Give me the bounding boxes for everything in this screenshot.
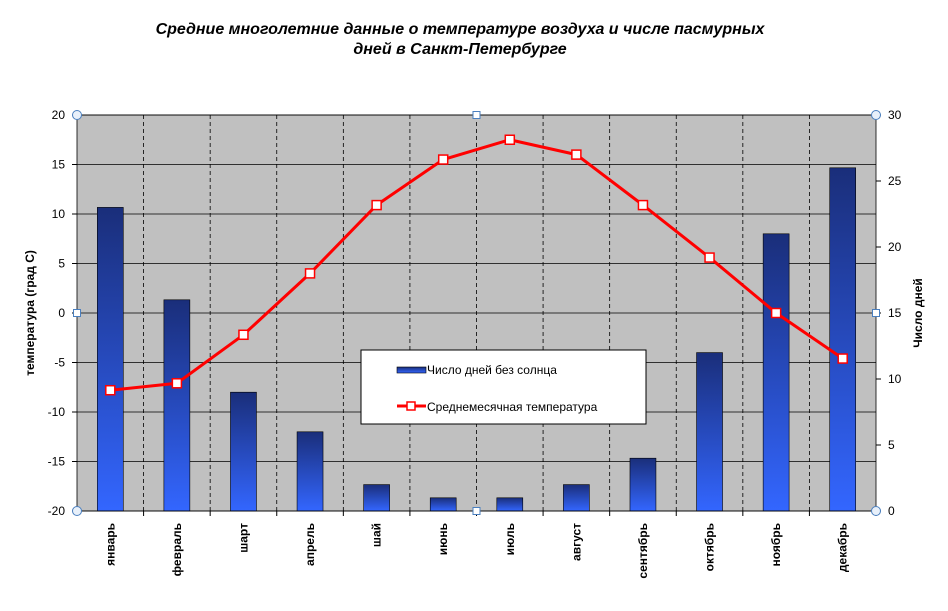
left-tick-label: 15	[52, 158, 66, 172]
axes: 20 15 10 5 0 -5 -10 -15 -20 30 25 20 15 10 5 0 январь фев…	[23, 108, 925, 579]
bar	[363, 484, 390, 512]
legend-label-bars: Число дней без солнца	[427, 363, 557, 377]
bar	[829, 167, 856, 512]
temperature-line	[110, 138, 844, 392]
temperature-marker	[238, 329, 249, 341]
left-tick-label: -5	[54, 356, 65, 370]
selection-handle	[72, 506, 82, 516]
left-axis-title: температура (град С)	[23, 250, 37, 376]
category-label: август	[569, 523, 583, 561]
selection-handle	[871, 110, 881, 120]
bar	[429, 497, 457, 512]
temperature-marker	[571, 149, 582, 160]
selection-handle	[472, 507, 481, 515]
bar	[563, 484, 590, 512]
legend: Число дней без солнца Среднемесячная темп…	[360, 349, 647, 425]
left-tick-label: 10	[52, 207, 66, 221]
right-tick-label: 20	[888, 240, 902, 254]
category-label: ноябрь	[769, 523, 783, 567]
selection-handle	[472, 111, 481, 119]
right-tick-label: 30	[888, 108, 902, 122]
selection-handle	[72, 110, 82, 120]
temperature-marker	[637, 199, 649, 211]
chart-title: Средние многолетние данные о температуре…	[100, 20, 820, 60]
left-tick-label: -20	[48, 504, 66, 518]
category-label: декабрь	[836, 523, 850, 572]
chart-title-line-2: дней в Санкт-Петербурге	[353, 41, 567, 58]
right-tick-label: 10	[888, 372, 902, 386]
right-axis-title: Число дней	[911, 278, 925, 348]
bar	[629, 457, 657, 512]
bar	[762, 233, 790, 512]
temperature-marker	[371, 199, 382, 211]
left-tick-label: 0	[58, 306, 65, 320]
temperature-marker	[171, 378, 183, 389]
right-tick-label: 15	[888, 306, 902, 320]
bar	[163, 299, 191, 512]
legend-box	[360, 349, 647, 425]
temperature-marker	[837, 353, 848, 364]
temperature-marker	[105, 384, 116, 396]
temperature-marker	[704, 252, 715, 263]
right-tick-label: 25	[888, 174, 902, 188]
category-label: шарт	[236, 523, 250, 553]
right-tick-label: 0	[888, 504, 895, 518]
legend-bar-swatch	[396, 366, 427, 374]
category-label: июнь	[436, 523, 450, 555]
category-label: октябрь	[703, 523, 717, 571]
bar	[496, 497, 524, 512]
temperature-marker	[504, 134, 516, 145]
bar	[230, 391, 257, 512]
left-tick-label: -15	[48, 455, 66, 469]
chart-title-line-1: Средние многолетние данные о температуре…	[155, 21, 765, 38]
temperature-marker	[770, 307, 782, 319]
bar	[696, 352, 723, 512]
left-tick-label: 20	[52, 108, 66, 122]
temperature-marker	[437, 154, 449, 165]
selection-handle	[872, 309, 880, 317]
legend-line-marker	[406, 401, 416, 411]
category-label: июль	[503, 523, 517, 555]
left-tick-label: -10	[48, 405, 66, 419]
selection-handle	[73, 309, 81, 317]
legend-label-line: Среднемесячная температура	[427, 400, 598, 414]
selection-handle	[871, 506, 881, 516]
left-tick-label: 5	[58, 257, 65, 271]
right-tick-label: 5	[888, 438, 895, 452]
line-series	[105, 134, 848, 396]
category-label: февраль	[170, 523, 184, 576]
bar	[296, 431, 324, 512]
category-label: январь	[103, 523, 117, 566]
category-label: шай	[370, 523, 384, 547]
temperature-marker	[304, 268, 316, 279]
category-label: сентябрь	[636, 523, 650, 579]
bar-series	[97, 167, 856, 512]
bar	[97, 207, 124, 512]
category-label: апрель	[303, 523, 317, 566]
